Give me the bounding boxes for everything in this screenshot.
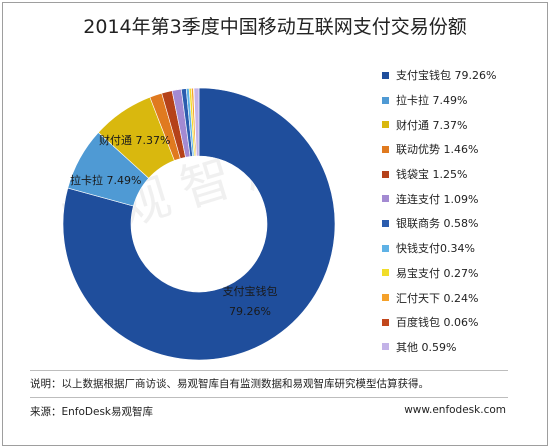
legend-swatch (382, 294, 389, 302)
legend-label: 连连支付 1.09% (396, 192, 479, 206)
legend-item: 百度钱包 0.06% (382, 310, 496, 335)
website-text: www.enfodesk.com (404, 404, 506, 416)
legend-label: 银联商务 0.58% (396, 217, 479, 231)
chart-title: 2014年第3季度中国移动互联网支付交易份额 (83, 16, 467, 38)
legend-item: 拉卡拉 7.49% (382, 88, 496, 113)
legend-label: 钱袋宝 1.25% (396, 168, 468, 182)
legend-swatch (382, 145, 389, 153)
data-label-0: 支付宝钱包 (223, 284, 278, 298)
donut-slices (62, 87, 336, 361)
legend-swatch (382, 318, 389, 326)
legend-label: 财付通 7.37% (396, 118, 468, 132)
legend-item: 易宝支付 0.27% (382, 261, 496, 286)
data-label-2: 财付通 7.37% (99, 133, 170, 147)
note-text: 说明：以上数据根据厂商访谈、易观智库自有监测数据和易观智库研究模型估算获得。 (30, 378, 429, 390)
legend-swatch (382, 269, 389, 277)
legend-item: 银联商务 0.58% (382, 211, 496, 236)
legend-label: 百度钱包 0.06% (396, 316, 479, 330)
data-label-1: 拉卡拉 7.49% (70, 173, 141, 187)
slice-0 (62, 87, 336, 361)
legend-item: 支付宝钱包 79.26% (382, 63, 496, 88)
legend-label: 易宝支付 0.27% (396, 266, 479, 280)
legend-swatch (382, 219, 389, 227)
legend-item: 财付通 7.37% (382, 112, 496, 137)
legend-swatch (382, 343, 389, 351)
legend-swatch (382, 195, 389, 203)
legend-swatch (382, 170, 389, 178)
source-text: 来源：EnfoDesk易观智库 (30, 406, 154, 418)
legend-item: 快钱支付0.34% (382, 236, 496, 261)
legend-swatch (382, 71, 389, 79)
legend-swatch (382, 96, 389, 104)
data-label-0: 79.26% (229, 305, 271, 318)
legend-swatch (382, 121, 389, 129)
legend-label: 拉卡拉 7.49% (396, 94, 468, 108)
legend-label: 联动优势 1.46% (396, 143, 479, 157)
legend-item: 汇付天下 0.24% (382, 285, 496, 310)
legend-label: 其他 0.59% (396, 340, 457, 354)
chart-legend: 支付宝钱包 79.26% 拉卡拉 7.49% 财付通 7.37% 联动优势 1.46%… (382, 63, 496, 359)
legend-label: 汇付天下 0.24% (396, 291, 479, 305)
legend-swatch (382, 244, 389, 252)
legend-item: 其他 0.59% (382, 335, 496, 360)
legend-item: 钱袋宝 1.25% (382, 162, 496, 187)
legend-label: 快钱支付0.34% (396, 242, 475, 256)
divider (30, 397, 508, 398)
legend-item: 连连支付 1.09% (382, 186, 496, 211)
divider (30, 370, 508, 371)
slice-11 (193, 87, 200, 157)
legend-label: 支付宝钱包 79.26% (396, 69, 497, 83)
legend-item: 联动优势 1.46% (382, 137, 496, 162)
donut-labels: 支付宝钱包 79.26% 拉卡拉 7.49% 财付通 7.37% (70, 133, 278, 318)
